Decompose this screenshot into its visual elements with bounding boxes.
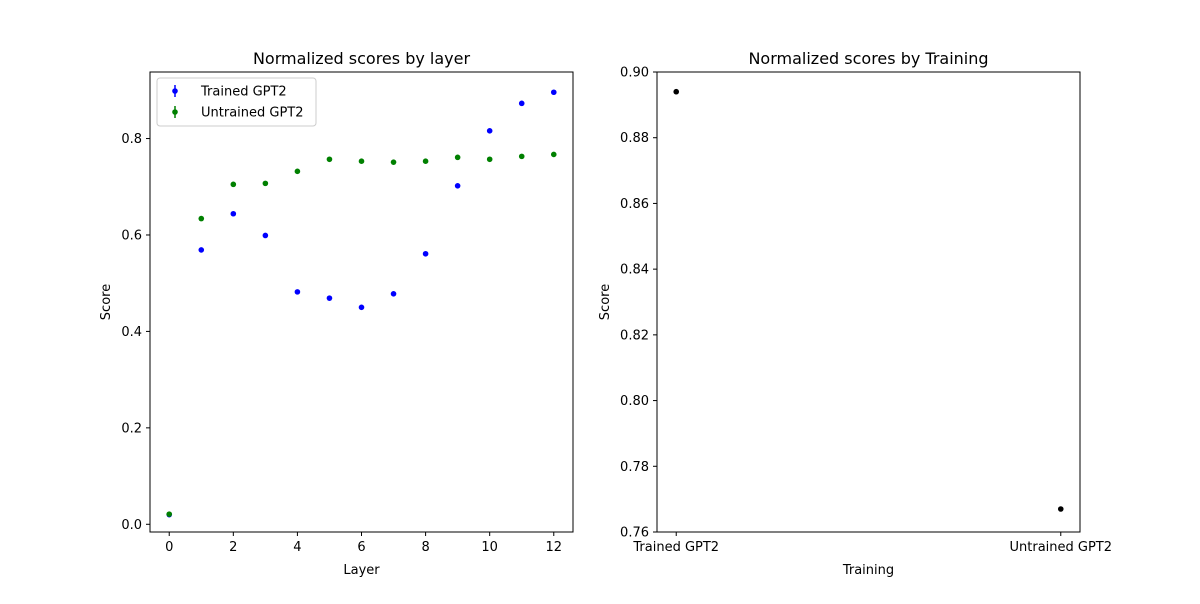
x-tick-label: 0 (165, 540, 173, 555)
y-tick-label: 0.90 (620, 66, 649, 81)
legend-label: Untrained GPT2 (201, 106, 304, 121)
data-point (294, 168, 301, 175)
data-point (390, 159, 397, 165)
data-point (486, 156, 493, 163)
plot-frame (149, 71, 574, 533)
data-point (518, 153, 525, 160)
x-axis-label: Training (842, 563, 894, 578)
x-tick-label: Trained GPT2 (632, 540, 719, 555)
data-point (422, 250, 429, 257)
panel-training: Trained GPT2 Untrained GPT2 0.76 0.78 0.80 0.… (598, 49, 1112, 578)
y-tick-label: 0.84 (620, 263, 649, 278)
data-point (262, 232, 269, 239)
data-point (1057, 506, 1064, 512)
data-point (518, 100, 525, 107)
legend-marker (172, 109, 178, 115)
y-tick-label: 0.78 (620, 460, 649, 475)
data-point (262, 180, 269, 187)
x-tick-label: 8 (421, 540, 429, 555)
y-tick-label: 0.80 (620, 394, 649, 409)
chart-title: Normalized scores by layer (253, 49, 471, 68)
data-point (198, 215, 205, 222)
y-tick-label: 0.8 (121, 132, 142, 147)
series-training-scores (673, 88, 1064, 512)
data-point (486, 128, 493, 134)
y-tick-label: 0.6 (121, 228, 142, 243)
y-tick-label: 0.2 (121, 421, 142, 436)
y-tick-label: 0.76 (620, 526, 649, 541)
legend-label: Trained GPT2 (200, 85, 287, 100)
x-tick-label: 10 (481, 540, 498, 555)
y-tick-label: 0.88 (620, 131, 649, 146)
y-axis-label: Score (598, 284, 613, 320)
y-tick-label: 0.0 (121, 518, 142, 533)
data-point (550, 89, 557, 96)
data-point (198, 247, 205, 253)
x-axis-label: Layer (343, 563, 380, 578)
y-tick-label: 0.4 (121, 325, 142, 340)
y-tick-label: 0.82 (620, 328, 649, 343)
data-point (390, 291, 397, 297)
x-tick-label: 4 (293, 540, 301, 555)
data-point (358, 304, 365, 311)
legend-box (156, 77, 317, 127)
data-point (454, 182, 461, 189)
x-tick-label: Untrained GPT2 (1010, 540, 1113, 555)
data-point (358, 158, 365, 165)
data-point (422, 158, 429, 165)
data-point (454, 154, 461, 161)
x-tick-label: 6 (357, 540, 365, 555)
series-trained (166, 89, 557, 518)
legend: Trained GPT2 Untrained GPT2 (156, 77, 317, 127)
legend-marker (172, 88, 178, 94)
panel-layer: 0 2 4 6 8 10 12 0.0 0.2 0.4 0.6 0.8 Normalized score… (99, 49, 574, 578)
data-point (230, 210, 237, 217)
x-tick-label: 12 (545, 540, 562, 555)
data-point (294, 289, 301, 295)
data-point (326, 156, 333, 163)
series-untrained (166, 151, 557, 517)
data-point (673, 88, 680, 95)
x-tick-label: 2 (229, 540, 237, 555)
data-point (230, 181, 237, 188)
y-axis-label: Score (99, 284, 114, 320)
plot-frame (656, 71, 1081, 533)
y-tick-label: 0.86 (620, 197, 649, 212)
data-point (550, 151, 557, 158)
data-point (326, 295, 333, 301)
chart-title: Normalized scores by Training (748, 49, 988, 68)
data-point (166, 511, 173, 517)
